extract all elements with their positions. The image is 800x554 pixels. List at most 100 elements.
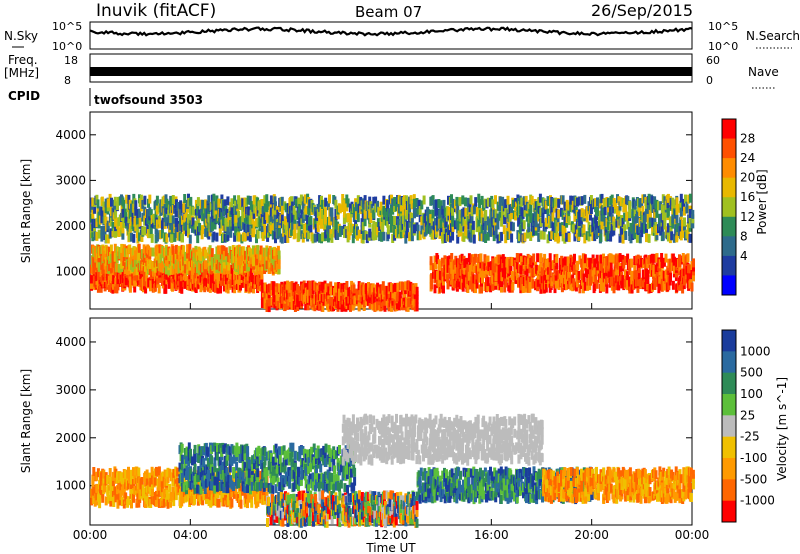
power-cell bbox=[181, 233, 184, 243]
power-cell bbox=[148, 255, 152, 264]
power-cell bbox=[91, 222, 95, 232]
power-cell bbox=[91, 232, 95, 242]
power-cell bbox=[148, 247, 152, 257]
power-cell bbox=[97, 246, 101, 256]
power-cell bbox=[318, 233, 322, 243]
power-cell bbox=[265, 194, 269, 204]
power-cell bbox=[504, 208, 508, 217]
power-cell bbox=[688, 193, 692, 203]
power-cell bbox=[682, 259, 686, 269]
power-cell bbox=[548, 271, 552, 280]
power-cell bbox=[196, 211, 200, 221]
power-cell bbox=[108, 247, 111, 256]
power-cell bbox=[591, 217, 595, 227]
power-cell bbox=[613, 199, 617, 209]
power-cell bbox=[108, 262, 111, 272]
power-cell bbox=[511, 222, 515, 232]
power-cell bbox=[539, 207, 543, 217]
power-cell bbox=[671, 214, 675, 224]
power-cell bbox=[661, 194, 665, 204]
power-cell bbox=[197, 279, 201, 289]
power-cell bbox=[596, 207, 599, 217]
power-cell bbox=[256, 265, 260, 275]
power-cell bbox=[410, 213, 414, 222]
power-cell bbox=[434, 199, 438, 209]
power-cell bbox=[295, 198, 298, 208]
power-cell bbox=[222, 245, 226, 255]
power-cell bbox=[230, 205, 234, 215]
velocity-cell bbox=[178, 462, 182, 472]
power-cell bbox=[540, 267, 544, 277]
velocity-cell bbox=[161, 483, 165, 493]
power-cell bbox=[393, 216, 397, 225]
power-cell bbox=[182, 245, 186, 255]
power-cell bbox=[220, 219, 224, 229]
power-cell bbox=[681, 228, 685, 238]
power-cell bbox=[148, 219, 152, 229]
power-cell bbox=[633, 262, 637, 271]
power-cell bbox=[316, 232, 320, 242]
velocity-cell bbox=[259, 470, 263, 480]
velocity-cell bbox=[106, 475, 110, 484]
power-cell bbox=[475, 279, 479, 289]
power-cell bbox=[253, 195, 257, 205]
power-cell bbox=[487, 262, 491, 272]
velocity-cell bbox=[216, 489, 220, 499]
power-cell bbox=[446, 280, 450, 290]
power-cell bbox=[581, 264, 584, 274]
power-cell bbox=[483, 261, 487, 271]
power-cell bbox=[171, 265, 175, 275]
power-cell bbox=[469, 233, 473, 243]
velocity-cell bbox=[114, 493, 118, 503]
power-cell bbox=[619, 197, 623, 207]
power-cell bbox=[362, 204, 366, 214]
power-cell bbox=[438, 260, 442, 270]
power-cell bbox=[120, 244, 124, 253]
power-cell bbox=[355, 202, 358, 212]
power-cell bbox=[616, 275, 620, 285]
power-cell bbox=[674, 268, 678, 278]
power-cell bbox=[372, 294, 376, 304]
power-cell bbox=[111, 258, 115, 268]
power-cell bbox=[480, 208, 484, 218]
power-cell bbox=[517, 253, 521, 263]
power-cell bbox=[268, 246, 272, 255]
power-cell bbox=[551, 212, 555, 222]
power-cell bbox=[455, 218, 459, 228]
power-cell bbox=[371, 283, 375, 293]
velocity-cell bbox=[137, 498, 141, 508]
power-cell bbox=[216, 245, 220, 255]
power-cell bbox=[459, 223, 463, 233]
power-cell bbox=[429, 261, 433, 271]
power-cell bbox=[374, 196, 378, 206]
power-cell bbox=[100, 275, 104, 285]
power-cell bbox=[284, 216, 288, 226]
power-cell bbox=[520, 215, 524, 225]
velocity-ytick-label: 1000 bbox=[55, 479, 86, 493]
power-cell bbox=[188, 266, 192, 276]
power-cell bbox=[434, 206, 438, 216]
power-cell bbox=[573, 264, 576, 274]
velocity-cell bbox=[124, 470, 128, 480]
power-cell bbox=[603, 216, 607, 226]
velocity-cell bbox=[180, 497, 184, 507]
power-cell bbox=[401, 214, 405, 224]
velocity-cell bbox=[127, 480, 130, 490]
power-cell bbox=[267, 303, 271, 313]
velocity-cell bbox=[95, 491, 99, 501]
power-cell bbox=[589, 270, 593, 280]
power-cell bbox=[565, 232, 569, 242]
power-cell bbox=[316, 209, 320, 219]
velocity-cell bbox=[176, 467, 180, 477]
power-cell bbox=[413, 224, 416, 234]
power-cell bbox=[519, 265, 523, 275]
power-cell bbox=[321, 303, 325, 312]
power-cell bbox=[648, 219, 652, 229]
power-cell bbox=[660, 204, 664, 214]
power-cell bbox=[466, 197, 470, 207]
power-cell bbox=[621, 254, 625, 264]
power-cell bbox=[241, 246, 245, 256]
power-cell bbox=[233, 232, 237, 242]
power-cell bbox=[113, 252, 117, 262]
power-cell bbox=[470, 214, 474, 224]
